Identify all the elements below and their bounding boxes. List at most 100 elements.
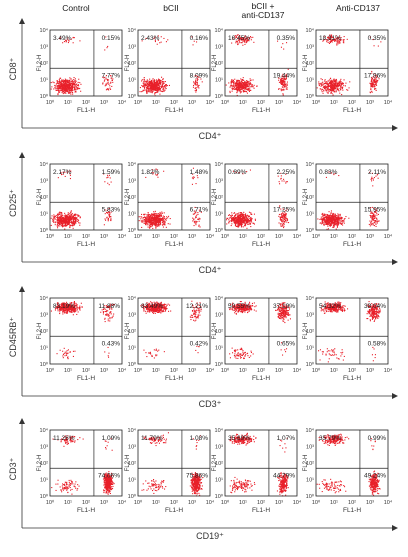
event-dot	[77, 215, 79, 217]
event-dot	[244, 215, 246, 217]
event-dot	[324, 80, 326, 82]
event-dot	[341, 217, 343, 219]
event-dot	[332, 222, 334, 224]
event-dot	[162, 219, 164, 221]
event-dot	[63, 222, 65, 224]
event-dot	[329, 82, 331, 84]
event-dot	[163, 170, 165, 172]
event-dot	[338, 221, 340, 223]
event-dot	[61, 81, 63, 83]
event-dot	[155, 85, 157, 87]
x-tick-label: 10⁴	[206, 233, 215, 240]
event-dot	[69, 170, 71, 172]
event-dot	[285, 78, 287, 80]
event-dot	[150, 81, 152, 83]
event-dot	[242, 215, 244, 217]
event-dot	[63, 225, 65, 227]
event-dot	[64, 224, 66, 226]
event-dot	[328, 221, 330, 223]
event-dot	[234, 35, 236, 37]
event-dot	[324, 221, 326, 223]
event-dot	[70, 85, 72, 87]
event-dot	[333, 218, 335, 220]
event-dot	[59, 82, 61, 84]
event-dot	[371, 212, 373, 214]
event-dot	[338, 217, 340, 219]
event-dot	[59, 77, 61, 79]
event-dot	[237, 79, 239, 81]
event-dot	[234, 82, 236, 84]
event-dot	[64, 351, 66, 353]
event-dot	[338, 83, 340, 85]
event-dot	[371, 81, 373, 83]
event-dot	[107, 306, 109, 308]
event-dot	[371, 212, 373, 214]
event-dot	[229, 92, 231, 94]
event-dot	[163, 82, 165, 84]
event-dot	[375, 220, 377, 222]
event-dot	[236, 94, 238, 96]
event-dot	[105, 89, 107, 91]
event-dot	[330, 38, 332, 40]
event-dot	[109, 312, 111, 314]
event-dot	[329, 219, 331, 221]
event-dot	[150, 88, 152, 90]
event-dot	[327, 80, 329, 82]
event-dot	[240, 218, 242, 220]
event-dot	[235, 83, 237, 85]
x-tick-label: 10³	[188, 100, 196, 106]
event-dot	[286, 81, 288, 83]
event-dot	[250, 218, 252, 220]
event-dot	[327, 217, 329, 219]
event-dot	[373, 86, 375, 88]
event-dot	[243, 217, 245, 219]
event-dot	[370, 84, 372, 86]
event-dot	[65, 221, 67, 223]
event-dot	[192, 220, 194, 222]
event-dot	[370, 89, 372, 91]
event-dot	[74, 78, 76, 80]
event-dot	[156, 213, 158, 215]
event-dot	[67, 218, 69, 220]
event-dot	[64, 221, 66, 223]
event-dot	[105, 84, 107, 86]
event-dot	[147, 81, 149, 83]
event-dot	[146, 82, 148, 84]
event-dot	[150, 91, 152, 93]
event-dot	[335, 85, 337, 87]
event-dot	[373, 216, 375, 218]
event-dot	[70, 221, 72, 223]
event-dot	[156, 89, 158, 91]
event-dot	[250, 84, 252, 86]
event-dot	[159, 215, 161, 217]
event-dot	[104, 318, 106, 320]
panel-xlabel: FL1-H	[343, 241, 361, 248]
event-dot	[65, 88, 67, 90]
event-dot	[285, 76, 287, 78]
event-dot	[73, 89, 75, 91]
event-dot	[143, 217, 145, 219]
event-dot	[245, 224, 247, 226]
event-dot	[330, 212, 332, 214]
event-dot	[73, 310, 75, 312]
event-dot	[244, 82, 246, 84]
event-dot	[156, 223, 158, 225]
event-dot	[62, 311, 64, 313]
event-dot	[339, 82, 341, 84]
event-dot	[252, 86, 254, 88]
event-dot	[72, 225, 74, 227]
event-dot	[282, 93, 284, 95]
event-dot	[329, 34, 331, 36]
event-dot	[106, 47, 108, 49]
event-dot	[66, 90, 68, 92]
event-dot	[151, 355, 153, 357]
event-dot	[331, 222, 333, 224]
event-dot	[105, 313, 107, 315]
event-dot	[109, 303, 111, 305]
event-dot	[280, 214, 282, 216]
event-dot	[236, 87, 238, 89]
event-dot	[233, 81, 235, 83]
panel-frame	[49, 297, 123, 365]
event-dot	[242, 214, 244, 216]
event-dot	[336, 37, 338, 39]
